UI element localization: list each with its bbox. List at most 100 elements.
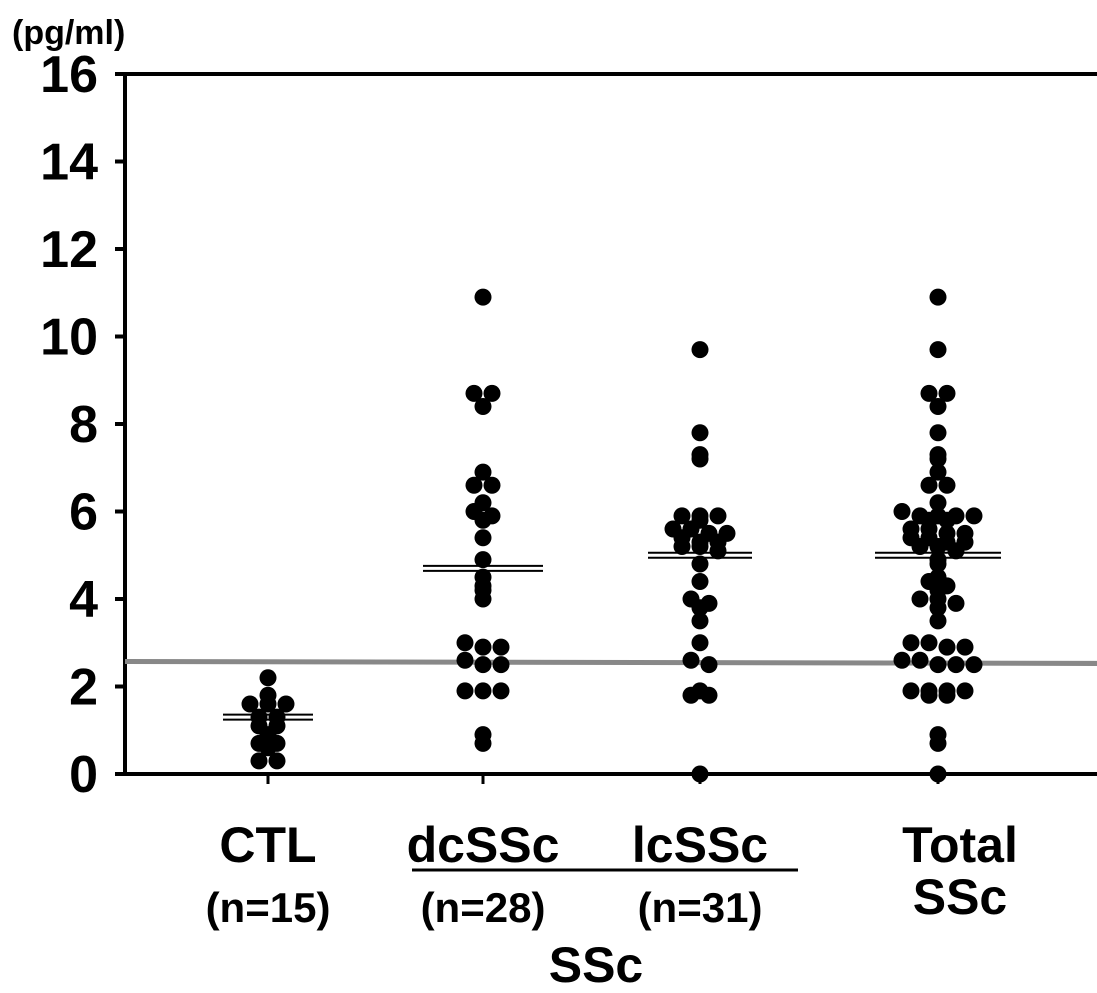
data-point <box>456 682 474 700</box>
data-point <box>911 538 929 555</box>
data-point <box>673 538 691 555</box>
data-point <box>474 463 492 481</box>
data-point <box>938 686 956 704</box>
data-point <box>700 656 718 674</box>
data-point <box>241 695 259 713</box>
data-point <box>947 594 965 612</box>
data-point <box>929 765 947 783</box>
data-point <box>911 590 929 608</box>
data-point <box>691 555 709 573</box>
data-point <box>474 494 492 512</box>
data-point <box>920 476 938 494</box>
group-label: dcSSc <box>407 817 560 873</box>
group-n-label: (n=15) <box>206 884 331 931</box>
data-point <box>474 638 492 656</box>
axes: 0 2 4 6 8 10 12 14 16(pg/ml) <box>12 14 1097 804</box>
data-point <box>956 638 974 656</box>
data-point <box>268 752 286 770</box>
data-point <box>920 634 938 652</box>
data-point <box>947 656 965 674</box>
data-point <box>483 476 501 494</box>
data-point <box>965 507 983 525</box>
data-point <box>682 686 700 704</box>
data-point <box>920 384 938 402</box>
data-point <box>911 651 929 669</box>
data-point <box>456 651 474 669</box>
y-tick-label: 4 <box>69 571 98 629</box>
ssc-bracket-label: SSc <box>549 937 644 993</box>
data-point <box>691 341 709 359</box>
data-point <box>691 634 709 652</box>
data-point <box>938 511 956 529</box>
group-label: lcSSc <box>632 817 768 873</box>
data-point <box>965 656 983 674</box>
data-point <box>893 651 911 669</box>
data-point <box>259 669 277 687</box>
y-tick-label: 14 <box>40 134 98 192</box>
data-point <box>929 612 947 630</box>
data-point <box>465 384 483 402</box>
y-tick-label: 12 <box>40 221 98 279</box>
data-point <box>902 682 920 700</box>
group-label: SSc <box>913 869 1008 925</box>
data-point <box>474 734 492 752</box>
data-point <box>929 599 947 617</box>
y-tick-label: 6 <box>69 484 98 542</box>
data-point <box>474 682 492 700</box>
data-point <box>700 686 718 704</box>
labels: CTL(n=15)dcSSc(n=28)lcSSc(n=31)TotalSScS… <box>206 817 1018 993</box>
data-point <box>929 538 947 555</box>
data-point <box>938 638 956 656</box>
data-point <box>938 476 956 494</box>
y-tick-label: 8 <box>69 396 98 454</box>
data-points <box>241 288 983 783</box>
y-tick-label: 0 <box>69 746 98 804</box>
data-point <box>474 511 492 529</box>
data-point <box>492 638 510 656</box>
data-point <box>929 463 947 481</box>
data-point <box>709 507 727 525</box>
data-point <box>456 634 474 652</box>
data-point <box>259 695 277 713</box>
data-point <box>947 542 965 560</box>
data-point <box>929 581 947 599</box>
data-point <box>465 476 483 494</box>
data-point <box>259 739 277 757</box>
data-point <box>492 682 510 700</box>
data-point <box>929 494 947 512</box>
data-point <box>277 695 295 713</box>
data-point <box>673 507 691 525</box>
data-point <box>929 450 947 468</box>
y-axis-label: (pg/ml) <box>12 14 125 52</box>
data-point <box>929 656 947 674</box>
data-point <box>920 686 938 704</box>
data-point <box>691 573 709 590</box>
data-point <box>929 398 947 415</box>
data-point <box>474 288 492 306</box>
y-tick-label: 2 <box>69 659 98 717</box>
data-point <box>709 542 727 560</box>
data-point <box>250 717 268 735</box>
data-point <box>474 581 492 599</box>
data-point <box>474 398 492 415</box>
data-point <box>929 424 947 442</box>
data-point <box>691 599 709 617</box>
data-point <box>682 651 700 669</box>
data-point <box>250 752 268 770</box>
mean-lines <box>223 551 1001 721</box>
y-tick-label: 16 <box>40 46 98 104</box>
data-point <box>691 450 709 468</box>
data-point <box>929 288 947 306</box>
data-point <box>474 551 492 569</box>
data-point <box>691 538 709 555</box>
data-point <box>902 634 920 652</box>
data-point <box>691 765 709 783</box>
data-point <box>938 384 956 402</box>
data-point <box>929 734 947 752</box>
group-label: Total <box>902 817 1018 873</box>
data-point <box>268 717 286 735</box>
group-n-label: (n=28) <box>421 884 546 931</box>
data-point <box>929 341 947 359</box>
group-label: CTL <box>219 817 316 873</box>
